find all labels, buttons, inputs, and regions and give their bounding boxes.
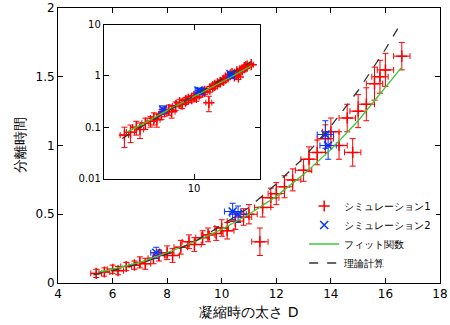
svg-text:16: 16 <box>378 287 393 301</box>
svg-text:6: 6 <box>109 287 117 301</box>
svg-text:10: 10 <box>214 287 229 301</box>
svg-text:0: 0 <box>47 276 55 290</box>
svg-text:12: 12 <box>269 287 284 301</box>
svg-text:1: 1 <box>94 70 100 81</box>
svg-text:0.1: 0.1 <box>85 122 101 133</box>
svg-text:フィット関数: フィット関数 <box>344 239 404 250</box>
svg-text:10: 10 <box>88 19 101 30</box>
svg-text:1: 1 <box>47 139 55 153</box>
svg-text:0.5: 0.5 <box>36 207 55 221</box>
svg-text:18: 18 <box>432 287 447 301</box>
svg-text:8: 8 <box>163 287 171 301</box>
svg-text:シミュレーション1: シミュレーション1 <box>344 201 430 212</box>
svg-text:4: 4 <box>54 287 62 301</box>
svg-text:10: 10 <box>188 183 201 194</box>
svg-text:理論計算: 理論計算 <box>344 258 384 269</box>
svg-text:14: 14 <box>323 287 338 301</box>
svg-text:1.5: 1.5 <box>36 70 55 84</box>
svg-text:2: 2 <box>47 1 55 15</box>
svg-text:分離時間: 分離時間 <box>12 118 28 174</box>
svg-text:凝縮時の太さ D: 凝縮時の太さ D <box>199 304 298 320</box>
svg-text:0.01: 0.01 <box>79 173 101 184</box>
svg-text:シミュレーション2: シミュレーション2 <box>344 220 430 231</box>
